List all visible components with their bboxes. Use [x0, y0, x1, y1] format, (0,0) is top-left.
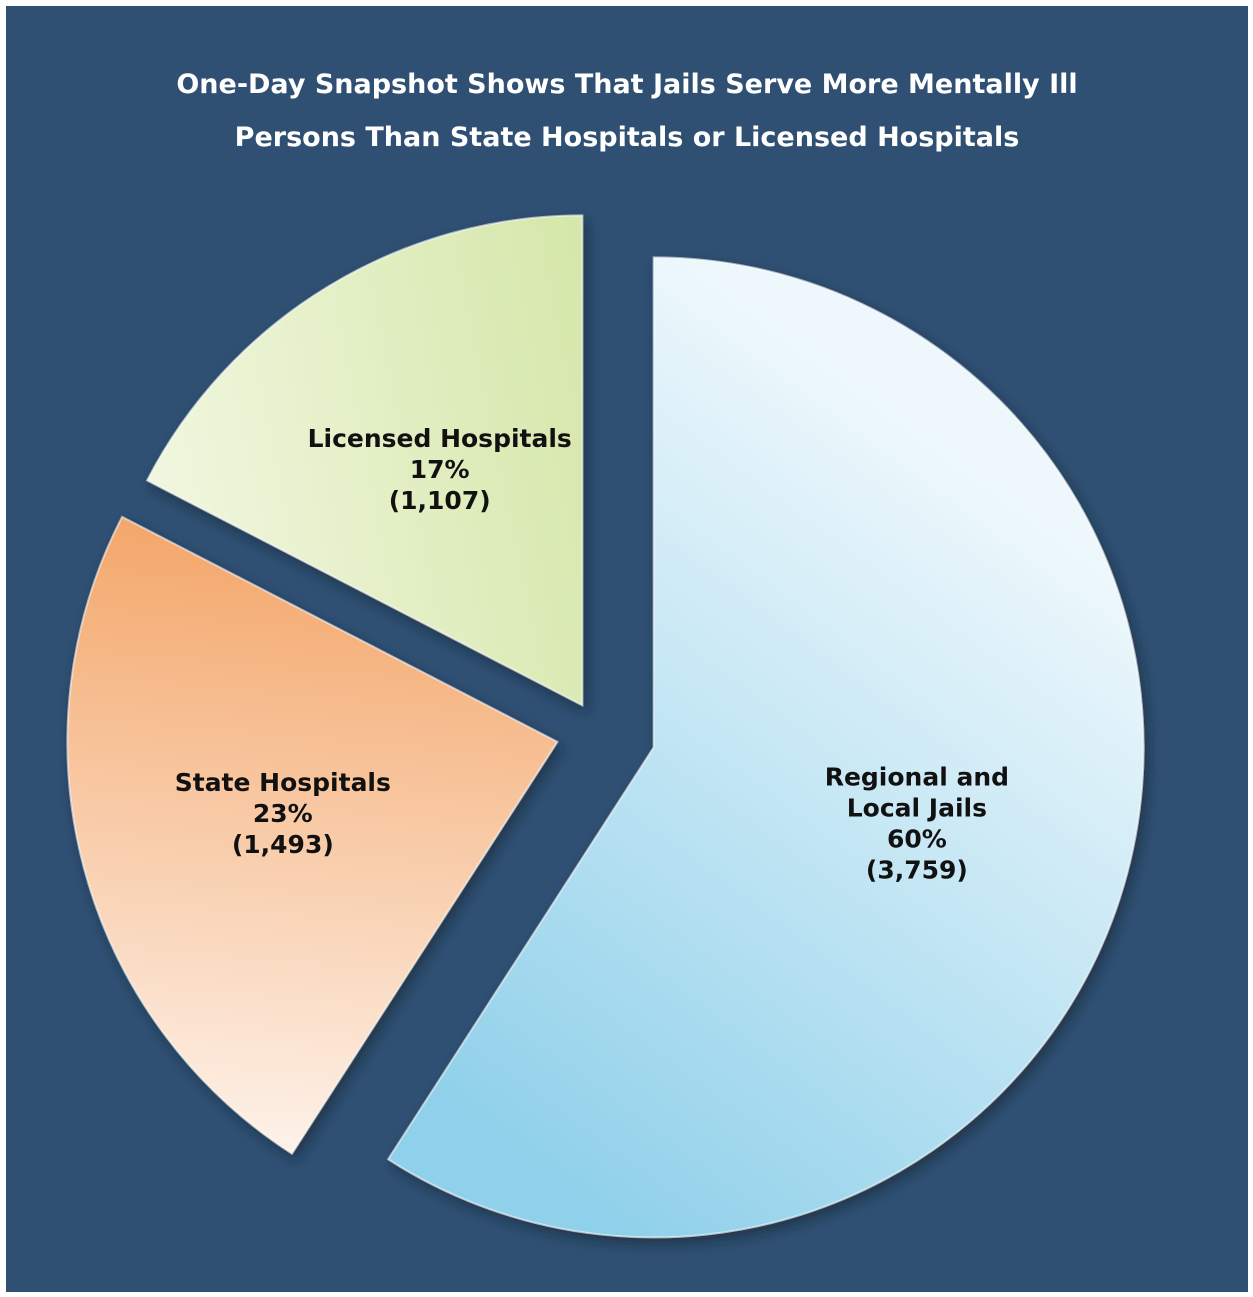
- slice-label-percent-1: 23%: [253, 799, 313, 828]
- pie-slice-0: [386, 256, 1145, 1239]
- slice-label-percent-2: 17%: [410, 455, 470, 484]
- slice-label-name-0: Regional and: [825, 762, 1009, 791]
- slice-label-percent-0: 60%: [887, 824, 947, 853]
- slice-label-count-2: (1,107): [389, 486, 491, 515]
- slice-label-count-1: (1,493): [232, 830, 334, 859]
- chart-panel: One-Day Snapshot Shows That Jails Serve …: [6, 6, 1248, 1292]
- slice-label-name-1: State Hospitals: [175, 768, 391, 797]
- slice-label-name-0: Local Jails: [847, 793, 987, 822]
- slice-label-name-2: Licensed Hospitals: [308, 424, 572, 453]
- pie-slice-2: [145, 214, 584, 708]
- chart-title-line-2: Persons Than State Hospitals or Licensed…: [234, 122, 1020, 153]
- chart-title: One-Day Snapshot Shows That Jails Serve …: [6, 58, 1248, 164]
- slice-label-count-0: (3,759): [866, 855, 968, 884]
- pie-slices: [66, 214, 1145, 1239]
- chart-title-line-1: One-Day Snapshot Shows That Jails Serve …: [176, 69, 1078, 100]
- pie-slice-1: [66, 515, 559, 1156]
